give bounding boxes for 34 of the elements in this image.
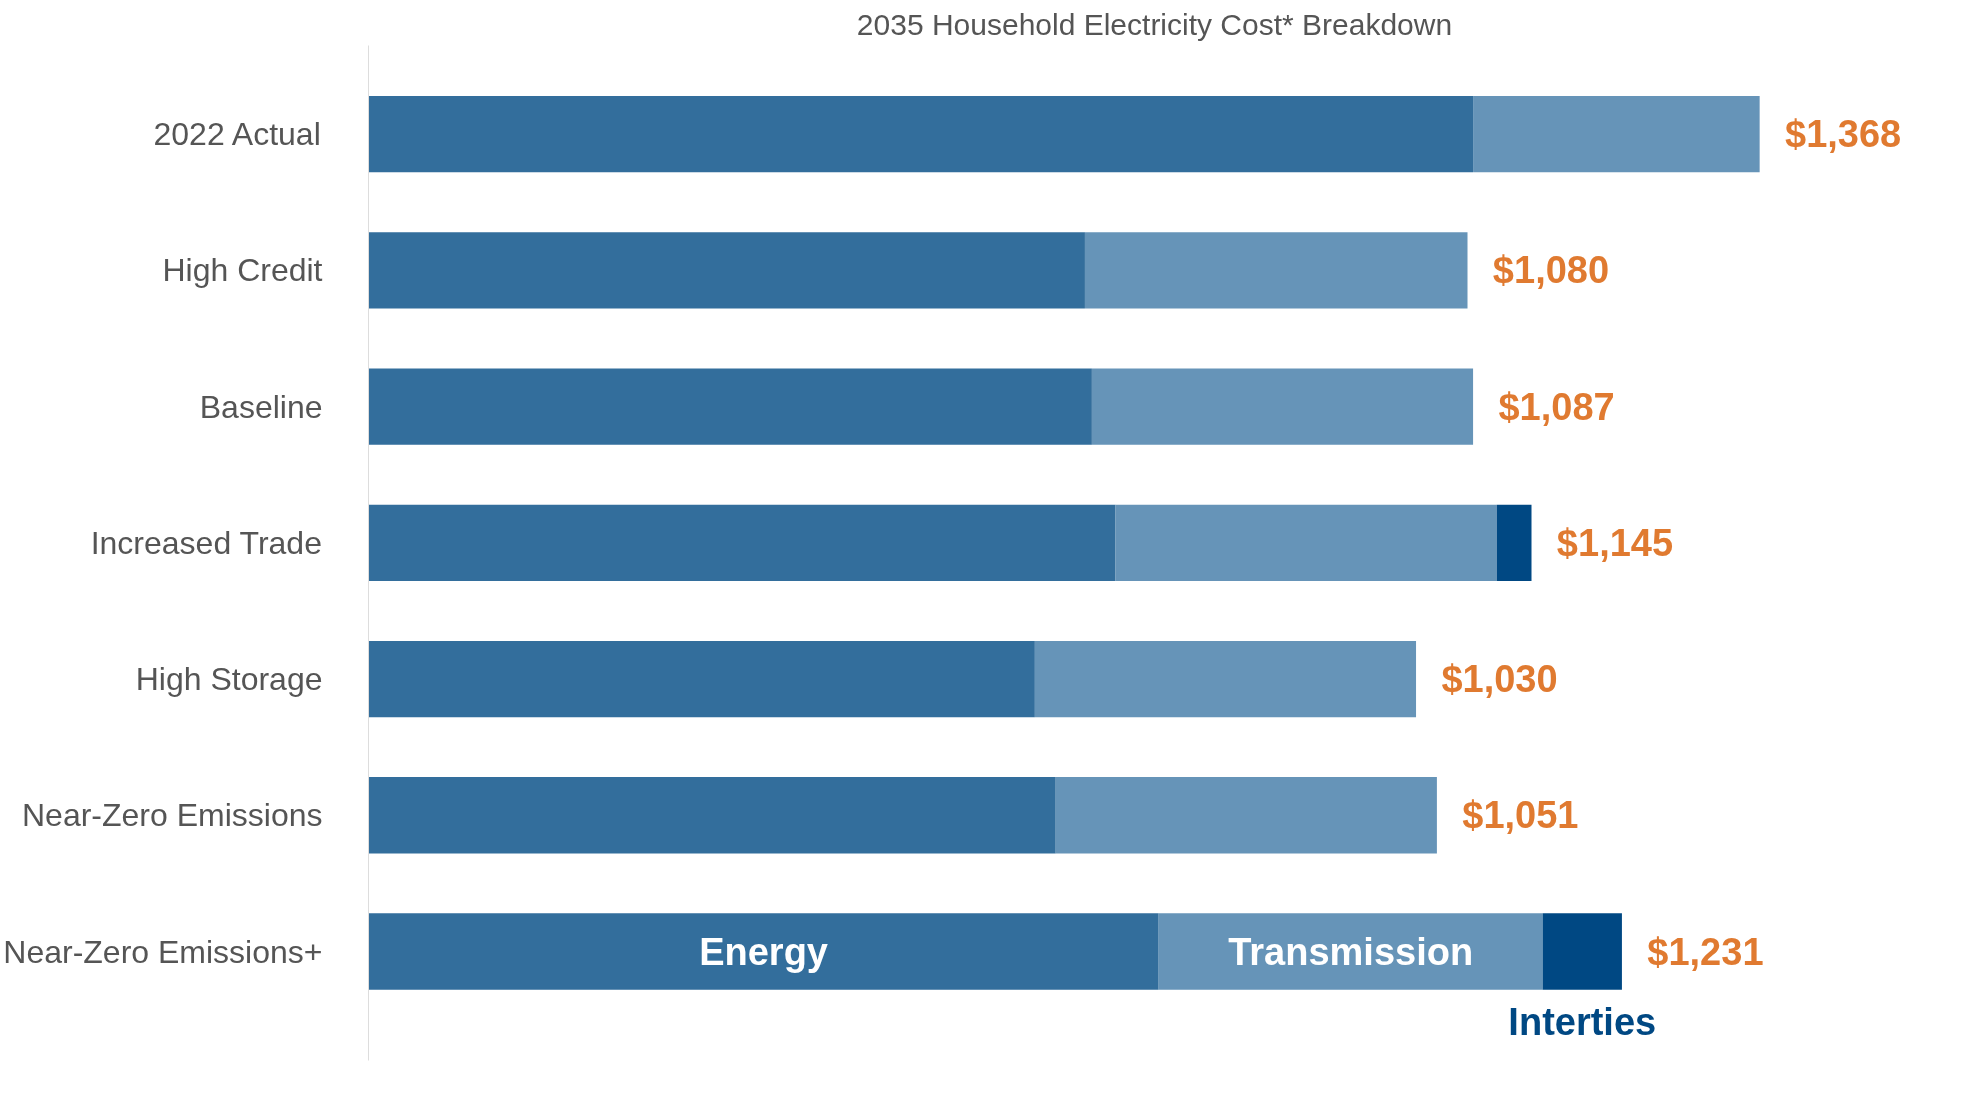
series-label: Interties [1508,1001,1657,1044]
bar [1084,232,1468,309]
bar [368,232,1085,309]
annotation: $1,080 [1492,249,1610,292]
bar [368,504,1116,581]
annotation: $1,051 [1462,794,1579,837]
annotation: $1,030 [1441,658,1558,701]
chart-title: 2035 Household Electricity Cost* Breakdown [856,7,1453,41]
y-tick-label: Near-Zero Emissions+ [3,933,323,970]
bar [368,640,1035,718]
bar [1034,640,1417,718]
bar [368,95,1474,173]
annotation: $1,145 [1556,521,1674,564]
annotation: $1,368 [1785,113,1902,156]
annotation: $1,231 [1647,930,1764,973]
bar [1115,504,1497,581]
y-tick-label: High Storage [135,661,323,698]
series-label: Energy [699,930,828,973]
bar [368,913,1159,990]
y-tick-label: High Credit [162,252,323,289]
series-label: Transmission [1228,930,1474,973]
bar [1542,913,1622,990]
y-tick-label: Increased Trade [90,524,322,561]
bar [1158,913,1543,990]
y-tick-label: 2022 Actual [153,116,321,153]
bar [1091,368,1474,445]
bar [368,777,1056,854]
bar [1055,777,1437,854]
annotation: $1,087 [1498,385,1615,428]
bar [1473,95,1760,173]
y-tick-label: Baseline [199,388,323,425]
bar [368,368,1092,445]
y-tick-label: Near-Zero Emissions [21,797,323,834]
bar [1496,504,1532,581]
